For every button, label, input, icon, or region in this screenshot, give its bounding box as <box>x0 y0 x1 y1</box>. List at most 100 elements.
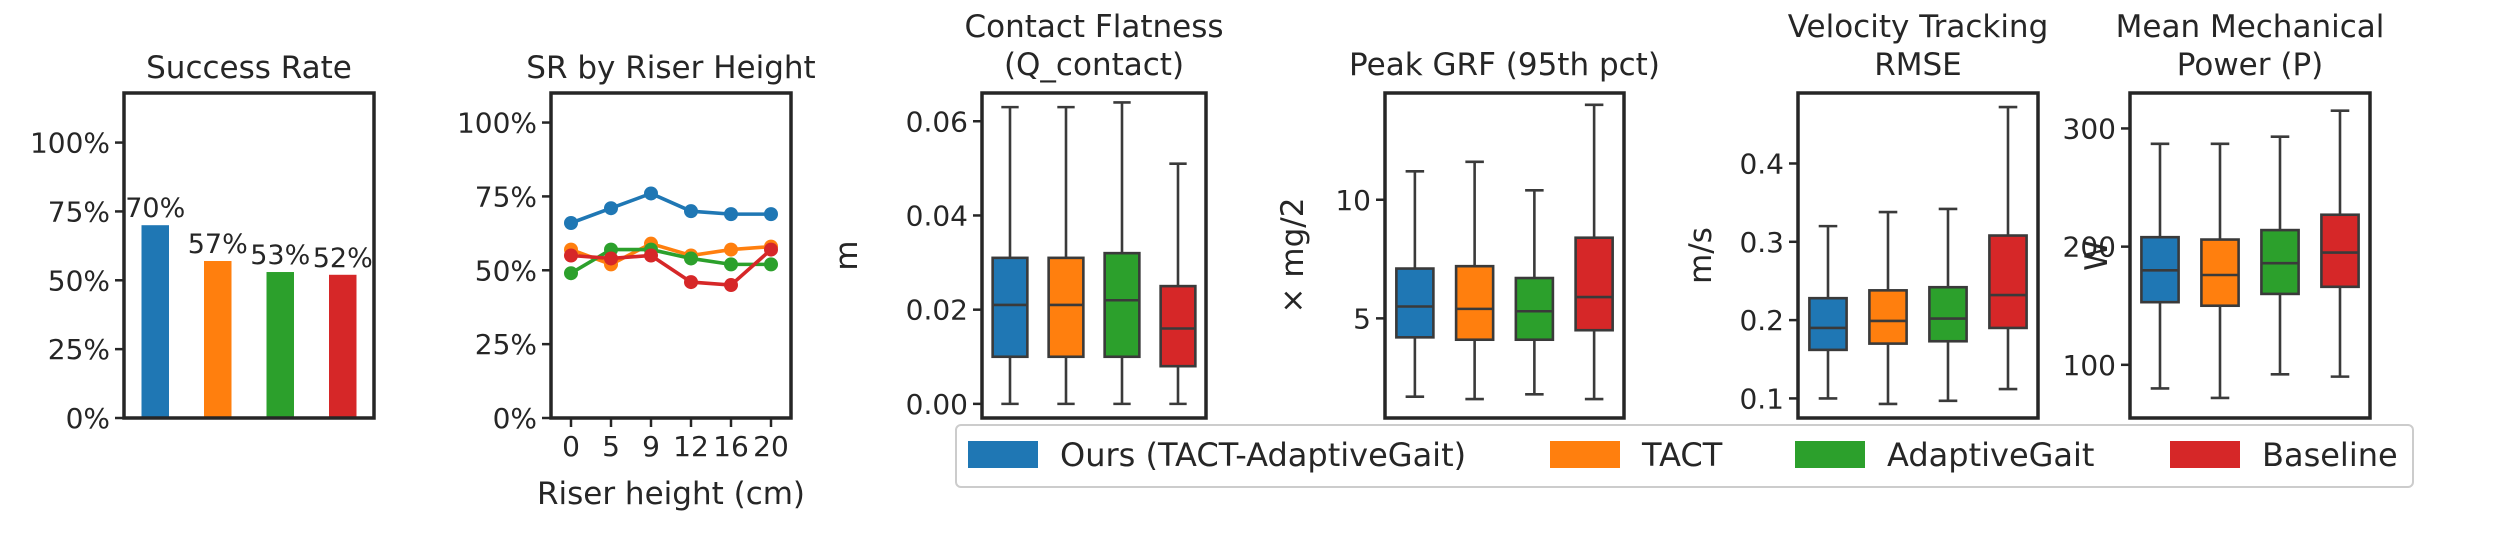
y-tick-label: 0.2 <box>1739 304 1784 337</box>
panel-2: Contact Flatness(Q_contact) 0.00 0.02 0.04 0… <box>829 9 1224 421</box>
axes-frame <box>1383 91 1626 420</box>
box-iqr <box>1454 264 1495 342</box>
panel-title: Velocity Tracking <box>1788 9 2049 45</box>
bar <box>266 272 294 418</box>
y-tick-label: 25% <box>48 333 110 366</box>
x-axis-label: Riser height (cm) <box>537 476 805 512</box>
series-point-3 <box>684 275 698 290</box>
series-point-3 <box>764 242 778 257</box>
y-tick-label: 200 <box>2063 231 2116 264</box>
panel-title: RMSE <box>1874 47 1962 83</box>
legend-label: AdaptiveGait <box>1887 436 2094 474</box>
y-tick-label: 5 <box>1353 302 1371 335</box>
y-tick-label: 0% <box>66 402 110 435</box>
y-tick-label: 100% <box>30 127 110 160</box>
series-point-0 <box>764 207 778 222</box>
legend-swatch <box>1795 441 1865 468</box>
axes-frame <box>549 91 793 420</box>
box-iqr <box>1159 284 1197 368</box>
y-tick-label: 0.3 <box>1739 226 1784 259</box>
x-tick-label: 20 <box>753 430 789 463</box>
legend-frame <box>955 424 2414 488</box>
series-point-2 <box>724 257 738 272</box>
bar-value-label: 53% <box>250 240 310 271</box>
axes-frame <box>980 91 1208 420</box>
series-point-3 <box>644 248 658 263</box>
y-tick-label: 0.02 <box>906 294 968 327</box>
series-point-0 <box>644 186 658 201</box>
y-axis-label: m/s <box>1683 227 1719 284</box>
box-iqr <box>2200 238 2240 308</box>
panel-title: (Q_contact) <box>1004 47 1184 83</box>
axes-frame <box>2128 91 2372 420</box>
panel-title: SR by Riser Height <box>526 50 815 86</box>
box-iqr <box>1574 236 1614 332</box>
series-point-0 <box>564 216 578 230</box>
y-tick-label: 100% <box>457 107 537 140</box>
series-point-2 <box>564 266 578 281</box>
y-tick-label: 10 <box>1335 184 1371 217</box>
series-point-3 <box>604 251 618 266</box>
series-point-2 <box>684 251 698 266</box>
legend-label: Baseline <box>2262 436 2398 474</box>
box-iqr <box>991 256 1029 359</box>
y-tick-label: 0.00 <box>906 388 968 421</box>
series-point-0 <box>724 207 738 222</box>
box-iqr <box>1103 251 1141 359</box>
y-tick-label: 300 <box>2063 112 2116 145</box>
box-iqr <box>1395 267 1435 339</box>
axes-frame <box>1796 91 2040 420</box>
y-tick-label: 50% <box>475 254 537 287</box>
box-iqr <box>1808 296 1848 352</box>
box-iqr <box>1988 234 2028 330</box>
panel-title: Success Rate <box>146 50 352 86</box>
box-iqr <box>1868 289 1908 345</box>
y-tick-label: 0.04 <box>906 199 968 232</box>
y-tick-label: 0.4 <box>1739 147 1784 180</box>
series-point-0 <box>684 204 698 219</box>
series-point-3 <box>724 278 738 293</box>
y-tick-label: 25% <box>475 328 537 361</box>
legend-swatch <box>1550 441 1620 468</box>
axes-frame <box>122 91 376 420</box>
y-tick-label: 0% <box>493 402 537 435</box>
bar <box>329 274 357 418</box>
y-tick-label: 100 <box>2063 349 2116 382</box>
panel-title: Power (P) <box>2177 47 2323 83</box>
bar-value-label: 70% <box>125 193 185 224</box>
legend-label: TACT <box>1641 436 1723 474</box>
series-point-1 <box>724 242 738 257</box>
legend: Ours (TACT-AdaptiveGait) TACT AdaptiveGait… <box>955 424 2414 488</box>
panel-title: Mean Mechanical <box>2116 9 2385 45</box>
legend-label: Ours (TACT-AdaptiveGait) <box>1060 436 1466 474</box>
legend-swatch <box>2170 441 2240 468</box>
box-iqr <box>1047 256 1085 359</box>
x-tick-label: 0 <box>562 430 580 463</box>
panel-title: Contact Flatness <box>964 9 1223 45</box>
bar <box>204 261 232 418</box>
y-tick-label: 75% <box>48 195 110 228</box>
x-tick-label: 9 <box>642 430 660 463</box>
panel-3: Peak GRF (95th pct) 5 10 × mg/2 <box>1275 47 1660 420</box>
y-tick-label: 75% <box>475 180 537 213</box>
bar-value-label: 52% <box>313 243 373 274</box>
y-tick-label: 0.06 <box>906 105 968 138</box>
y-axis-label: m <box>829 240 865 270</box>
box-iqr <box>1928 285 1968 343</box>
y-tick-label: 0.1 <box>1739 382 1784 415</box>
bar <box>141 225 169 418</box>
series-point-3 <box>564 248 578 263</box>
series-line-0 <box>570 191 771 225</box>
series-point-2 <box>764 257 778 272</box>
bar-value-label: 57% <box>188 229 248 260</box>
series-point-0 <box>604 201 618 216</box>
box-iqr <box>1514 276 1555 342</box>
x-tick-label: 12 <box>673 430 709 463</box>
panel-title: Peak GRF (95th pct) <box>1349 47 1660 83</box>
box-iqr <box>2320 213 2360 289</box>
legend-swatch <box>968 441 1038 468</box>
